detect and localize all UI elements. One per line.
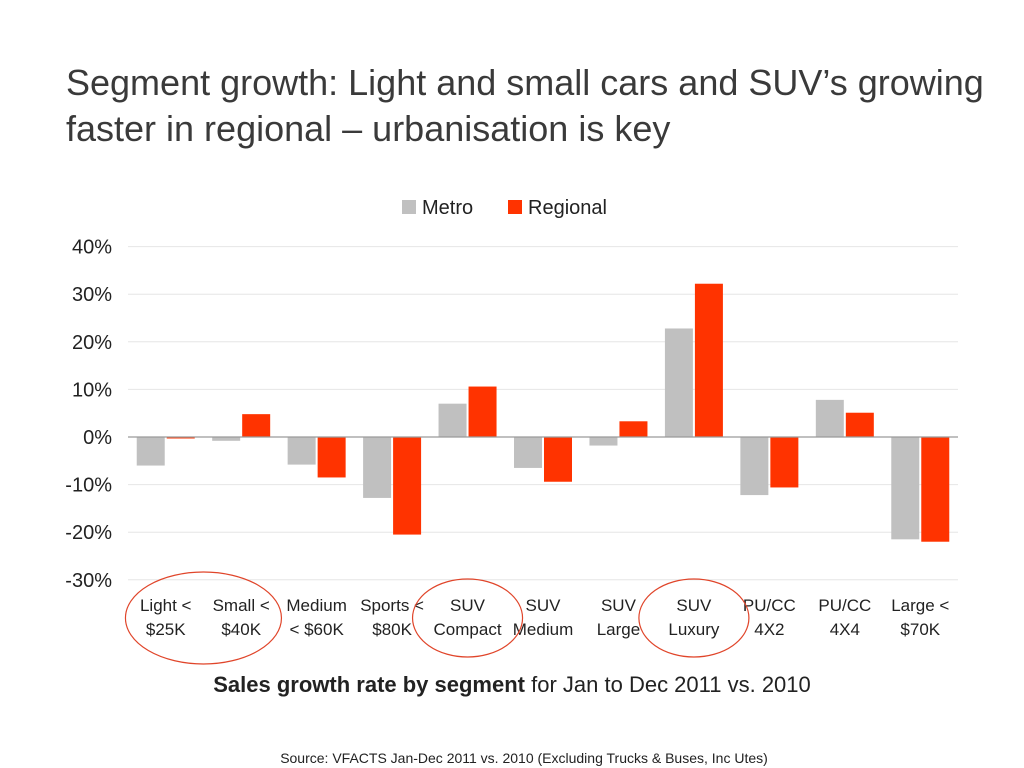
metro-bar: [740, 437, 769, 496]
y-tick-label: 20%: [72, 332, 112, 354]
chart-bars: [136, 283, 950, 542]
regional-bar: [694, 283, 723, 437]
metro-bar: [438, 403, 467, 437]
metro-bar: [589, 437, 618, 446]
x-tick-label: SUV: [526, 596, 562, 615]
y-tick-label: 10%: [72, 379, 112, 401]
metro-bar: [514, 437, 542, 468]
x-tick-label: SUV: [676, 596, 712, 615]
y-axis-ticks: 40% 30% 20% 10% 0% -10% -20% -30%: [65, 237, 112, 592]
x-tick-label: 4X4: [830, 620, 860, 639]
x-tick-label: Large: [597, 620, 640, 639]
highlight-circle: [411, 578, 524, 658]
chart-caption-rest: for Jan to Dec 2011 vs. 2010: [525, 672, 811, 697]
chart-grid: [128, 246, 958, 581]
regional-bar: [468, 386, 497, 437]
y-tick-label: -10%: [65, 475, 112, 497]
x-tick-label: $80K: [372, 620, 412, 639]
x-tick-label: SUV: [601, 596, 637, 615]
source-note: Source: VFACTS Jan-Dec 2011 vs. 2010 (Ex…: [280, 750, 768, 766]
legend-label: Metro: [422, 197, 473, 219]
highlight-circles: [124, 571, 750, 665]
regional-bar: [166, 437, 195, 439]
regional-bar: [921, 437, 950, 542]
metro-bar: [891, 437, 920, 540]
y-tick-label: 30%: [72, 284, 112, 306]
metro-bar: [136, 437, 165, 466]
highlight-circle: [124, 571, 283, 665]
x-tick-label: Small <: [213, 596, 270, 615]
regional-bar: [770, 437, 799, 488]
x-tick-label: $40K: [221, 620, 261, 639]
chart-caption-bold: Sales growth rate by segment: [213, 672, 525, 697]
legend-swatch: [402, 200, 416, 214]
x-tick-label: SUV: [450, 596, 486, 615]
chart-caption: Sales growth rate by segment for Jan to …: [0, 672, 1024, 698]
y-tick-label: 0%: [83, 427, 112, 449]
y-tick-label: -20%: [65, 522, 112, 544]
regional-bar: [619, 421, 648, 437]
x-tick-label: Compact: [434, 620, 502, 639]
regional-bar: [544, 437, 572, 482]
slide-title: Segment growth: Light and small cars and…: [66, 62, 984, 149]
x-tick-label: Medium: [286, 596, 346, 615]
x-tick-label: Luxury: [668, 620, 720, 639]
x-tick-label: Medium: [513, 620, 573, 639]
x-tick-label: $70K: [900, 620, 940, 639]
x-tick-label: PU/CC: [743, 596, 796, 615]
x-tick-label: $25K: [146, 620, 186, 639]
x-tick-label: < $60K: [289, 620, 344, 639]
y-tick-label: 40%: [72, 237, 112, 259]
legend-swatch: [508, 200, 522, 214]
regional-bar: [317, 437, 346, 478]
x-tick-label: Sports <: [360, 596, 424, 615]
x-tick-label: Light <: [140, 596, 192, 615]
legend-label: Regional: [528, 197, 607, 219]
regional-bar: [845, 412, 874, 437]
x-tick-label: 4X2: [754, 620, 784, 639]
x-tick-label: PU/CC: [818, 596, 871, 615]
metro-bar: [664, 328, 693, 437]
metro-bar: [815, 399, 844, 437]
regional-bar: [242, 414, 271, 437]
metro-bar: [212, 437, 241, 441]
metro-bar: [287, 437, 316, 465]
x-tick-label: Large <: [891, 596, 949, 615]
highlight-circle: [638, 578, 750, 658]
regional-bar: [393, 437, 422, 535]
chart-legend: Metro Regional: [402, 197, 607, 219]
x-axis-labels: Light < $25K Small < $40K Medium < $60K Sports…: [140, 596, 949, 639]
metro-bar: [363, 437, 392, 498]
y-tick-label: -30%: [65, 570, 112, 592]
